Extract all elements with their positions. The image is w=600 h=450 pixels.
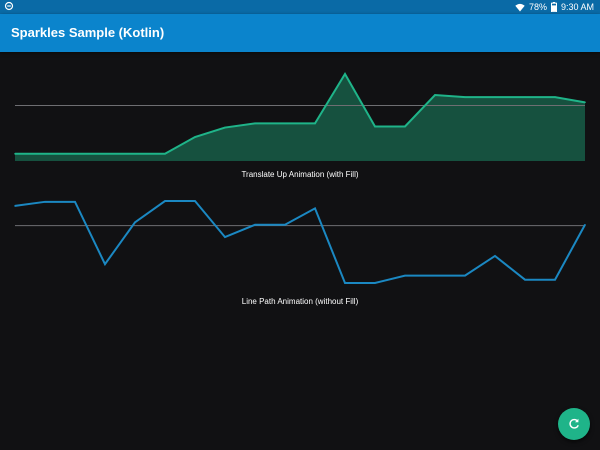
sparkline-point-8 — [254, 122, 256, 125]
sparkline-point-16 — [494, 255, 496, 257]
app-bar: Sparkles Sample (Kotlin) — [0, 14, 600, 52]
sparkline-point-1 — [44, 201, 46, 203]
caption-line-path: Line Path Animation (without Fill) — [241, 297, 359, 306]
app-title: Sparkles Sample (Kotlin) — [11, 25, 165, 40]
sparkline-point-3 — [104, 153, 106, 155]
sparkline-point-8 — [254, 223, 256, 226]
sparkline-point-5 — [164, 200, 166, 202]
sparkline-with-fill — [14, 72, 586, 161]
sparkline-point-7 — [224, 126, 226, 129]
sparkline-point-2 — [74, 201, 76, 203]
sparkline-point-6 — [194, 200, 196, 202]
sparkline-line — [14, 200, 586, 284]
sparkline-point-5 — [164, 153, 166, 155]
caption-translate-up: Translate Up Animation (with Fill) — [241, 170, 359, 179]
sparkline-point-12 — [374, 282, 376, 284]
sparkline-without-fill — [14, 200, 586, 284]
sparkline-fill-area — [15, 74, 585, 161]
refresh-icon — [569, 418, 579, 429]
sparkline-point-13 — [404, 274, 406, 277]
sparkline-point-15 — [464, 96, 466, 98]
wifi-icon — [515, 3, 525, 11]
sparkline-point-19 — [584, 223, 586, 226]
sparkline-point-14 — [434, 274, 436, 277]
sparkline-point-13 — [404, 125, 406, 128]
status-bar: 78% 9:30 AM — [0, 0, 600, 14]
sparkline-point-1 — [44, 153, 46, 155]
sparkline-point-9 — [284, 122, 286, 125]
sparkline-point-4 — [134, 221, 136, 224]
sparkline-point-4 — [134, 153, 136, 155]
sparkline-point-18 — [554, 96, 556, 98]
sparkline-point-15 — [464, 274, 466, 277]
sparkline-point-18 — [554, 278, 556, 281]
sparkline-point-3 — [104, 263, 106, 265]
clock: 9:30 AM — [560, 2, 594, 12]
main-content: Translate Up Animation (with Fill) Line … — [0, 52, 600, 450]
sparkline-point-10 — [314, 207, 316, 210]
notification-icon — [4, 1, 14, 11]
sparkline-point-17 — [524, 96, 526, 98]
sparkline-point-14 — [434, 94, 436, 96]
sparkline-point-0 — [14, 205, 16, 207]
refresh-button[interactable] — [558, 408, 590, 440]
sparkline-point-2 — [74, 153, 76, 155]
sparkline-point-11 — [344, 73, 346, 75]
sparkline-line — [15, 72, 586, 155]
sparkline-point-6 — [194, 136, 196, 138]
sparkline-point-19 — [584, 101, 586, 104]
battery-icon — [550, 2, 557, 12]
sparkline-point-11 — [344, 282, 346, 284]
battery-percent: 78% — [528, 2, 547, 12]
sparkline-point-17 — [524, 278, 526, 281]
sparkline-point-10 — [314, 122, 316, 125]
sparkline-point-16 — [494, 96, 496, 98]
sparkline-point-12 — [374, 125, 376, 128]
sparkline-point-0 — [14, 153, 16, 155]
sparkline-point-7 — [224, 236, 226, 238]
sparkline-point-9 — [284, 223, 286, 226]
